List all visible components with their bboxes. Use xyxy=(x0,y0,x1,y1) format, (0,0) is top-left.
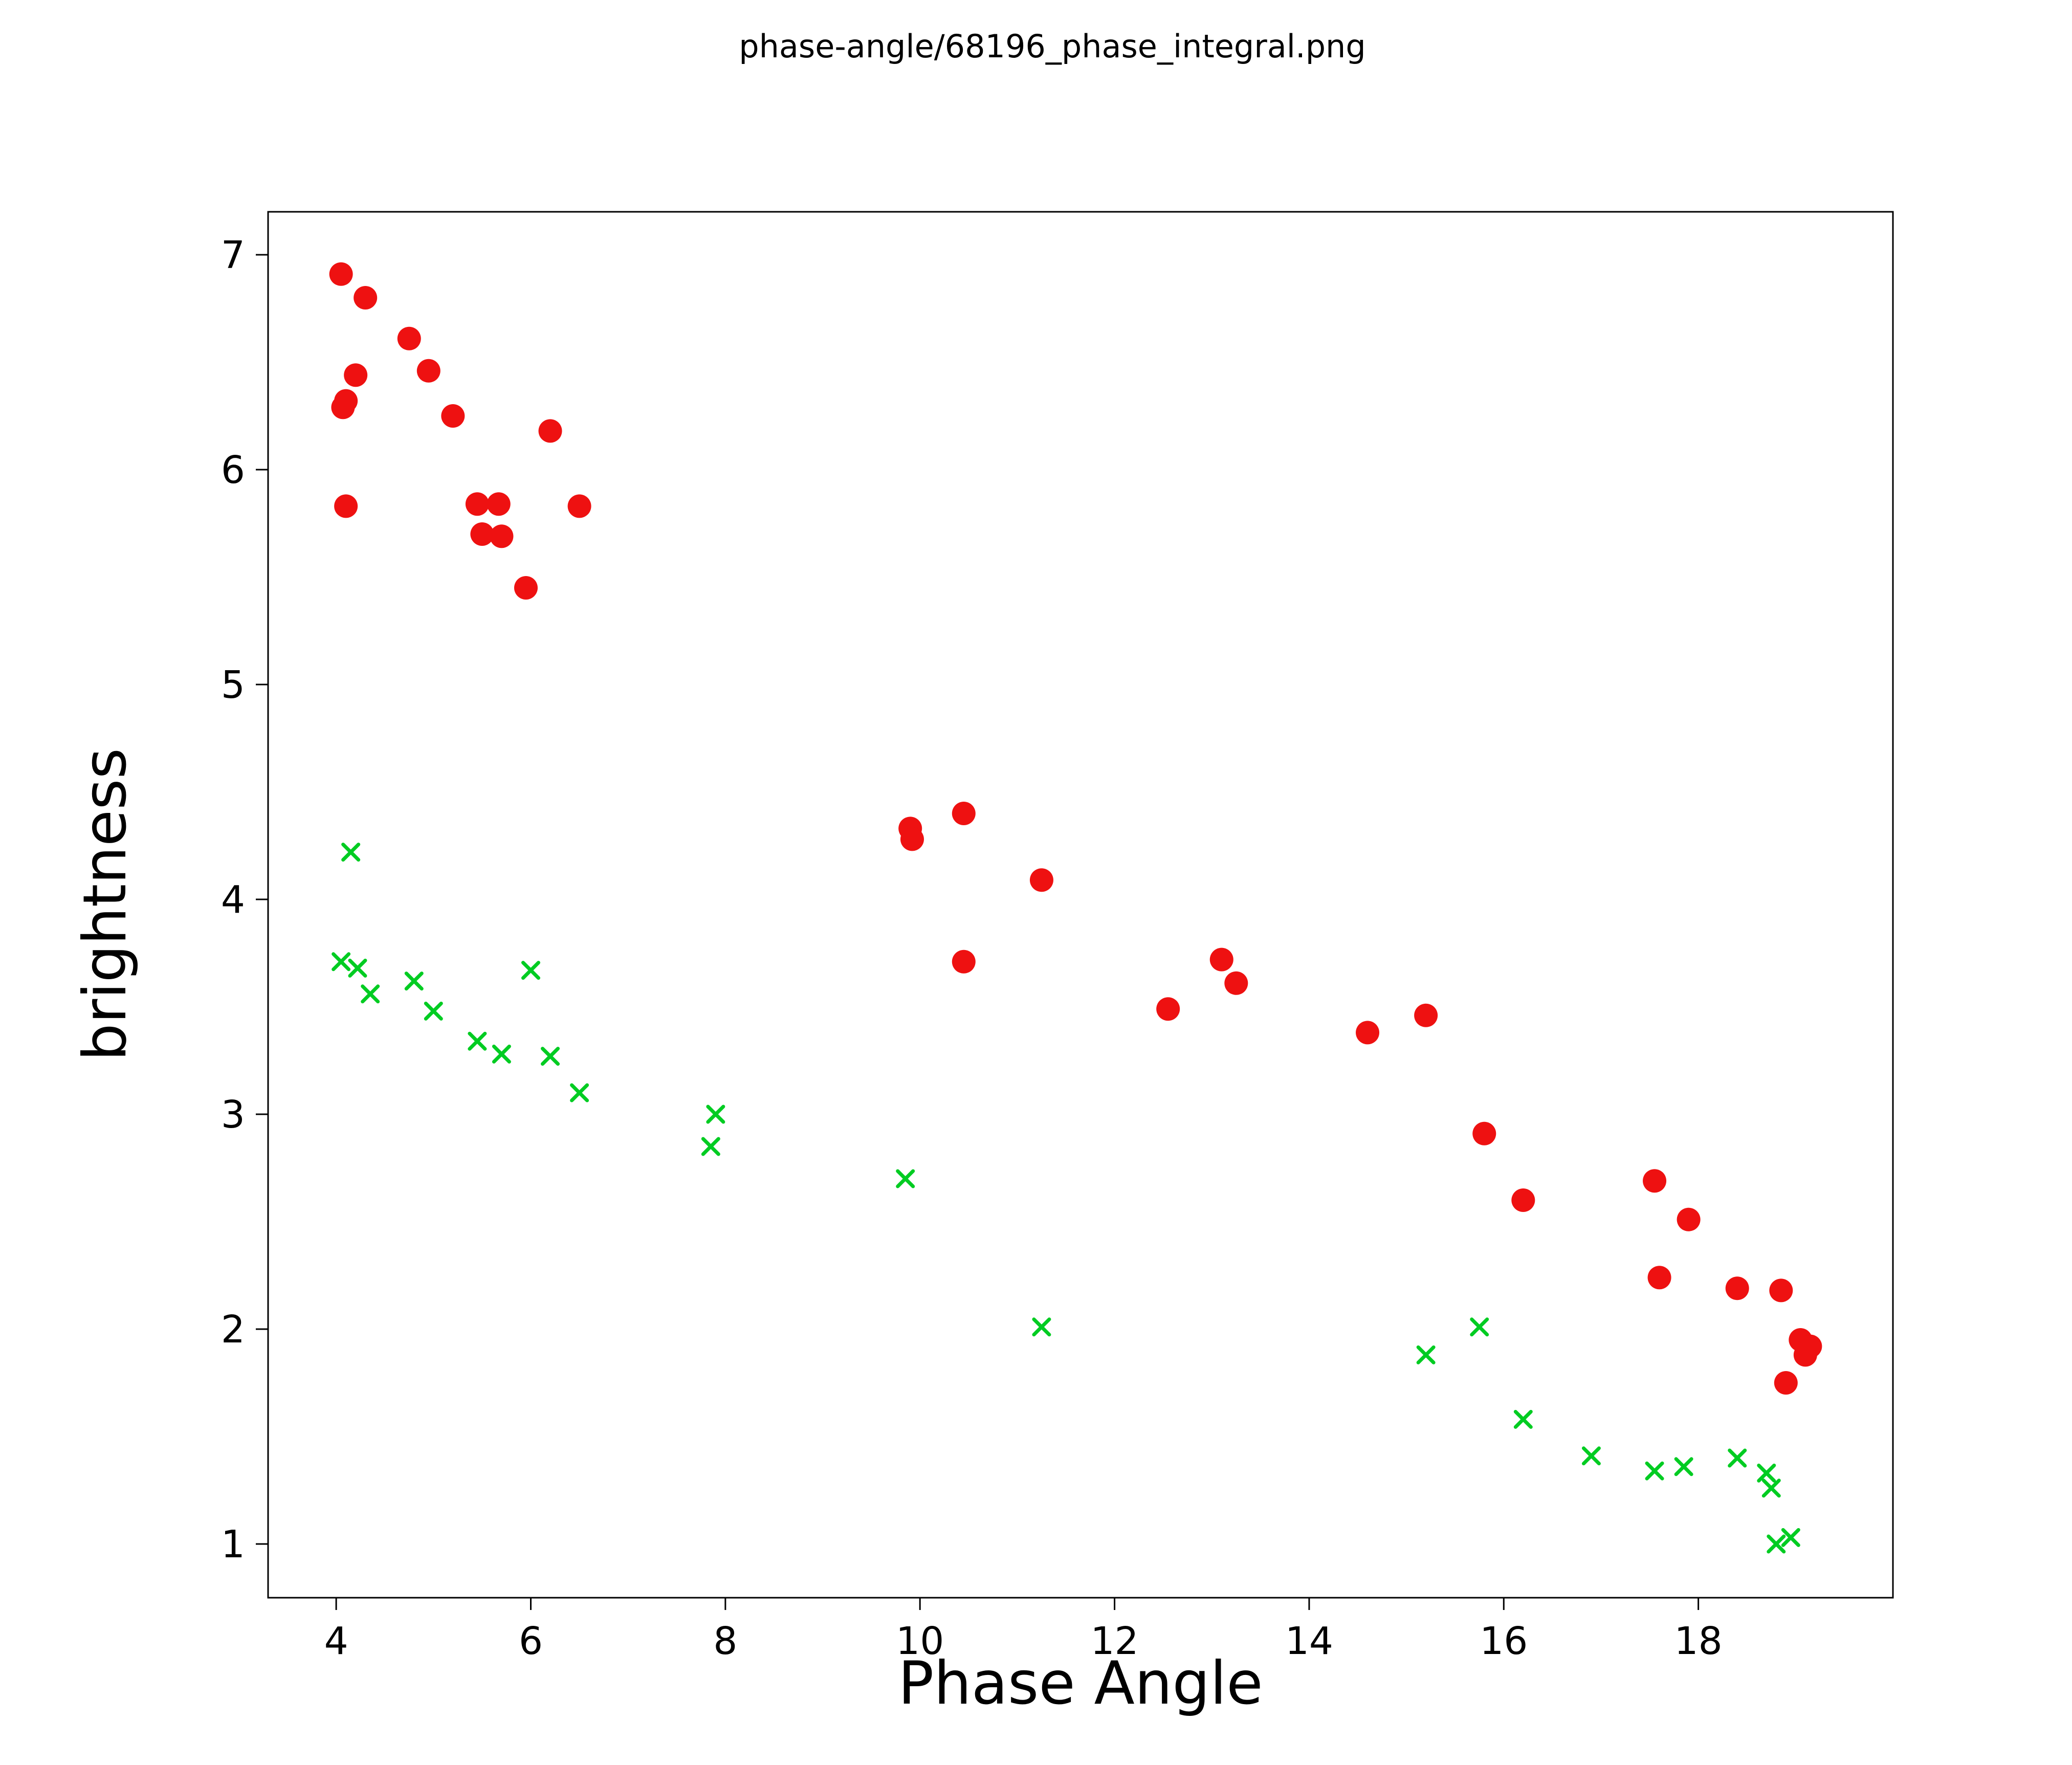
scatter-point-red-circles xyxy=(1677,1207,1701,1231)
scatter-point-green-crosses xyxy=(521,961,540,980)
scatter-point-red-circles xyxy=(1725,1276,1749,1300)
scatter-point-red-circles xyxy=(1769,1278,1793,1303)
scatter-point-red-circles xyxy=(465,492,489,516)
scatter-point-green-crosses xyxy=(701,1137,720,1156)
y-tick-label: 6 xyxy=(221,448,245,492)
scatter-point-red-circles xyxy=(1156,997,1180,1021)
y-tick-label: 3 xyxy=(221,1093,245,1137)
scatter-point-red-circles xyxy=(1793,1343,1817,1367)
y-tick-label: 4 xyxy=(221,878,245,922)
scatter-point-red-circles xyxy=(900,827,924,851)
x-tick-label: 18 xyxy=(1674,1619,1723,1663)
x-tick-label: 12 xyxy=(1090,1619,1138,1663)
y-tick-label: 7 xyxy=(221,233,245,277)
scatter-point-green-crosses xyxy=(341,843,361,862)
y-tick-label: 5 xyxy=(221,663,245,707)
scatter-point-red-circles xyxy=(470,522,494,546)
scatter-point-green-crosses xyxy=(332,952,351,972)
scatter-point-red-circles xyxy=(354,286,378,310)
scatter-point-green-crosses xyxy=(1416,1345,1436,1364)
scatter-point-green-crosses xyxy=(1728,1448,1747,1468)
scatter-point-red-circles xyxy=(1356,1021,1380,1045)
chart-title: phase-angle/68196_phase_integral.png xyxy=(739,28,1365,65)
scatter-point-red-circles xyxy=(334,494,358,518)
scatter-point-red-circles xyxy=(567,494,591,518)
scatter-point-red-circles xyxy=(331,395,355,420)
scatter-point-red-circles xyxy=(329,262,353,286)
x-tick-label: 14 xyxy=(1285,1619,1333,1663)
scatter-point-red-circles xyxy=(397,326,421,350)
scatter-point-red-circles xyxy=(344,363,368,387)
scatter-point-red-circles xyxy=(1029,868,1053,892)
scatter-point-red-circles xyxy=(1209,947,1233,972)
scatter-point-red-circles xyxy=(538,419,562,443)
scatter-point-red-circles xyxy=(1643,1169,1667,1193)
scatter-point-green-crosses xyxy=(1757,1463,1776,1483)
scatter-point-green-crosses xyxy=(492,1044,511,1064)
scatter-point-green-crosses xyxy=(1581,1446,1601,1466)
scatter-point-green-crosses xyxy=(570,1083,589,1102)
scatter-point-green-crosses xyxy=(424,1001,443,1021)
scatter-point-red-circles xyxy=(514,576,538,600)
series-red-circles xyxy=(329,262,1822,1395)
y-axis-label: brightness xyxy=(71,748,140,1061)
x-axis-ticks: 4 6 8 10 12 14 16 18 xyxy=(324,1598,1723,1663)
scatter-point-green-crosses xyxy=(541,1047,560,1066)
scatter-point-green-crosses xyxy=(468,1031,487,1051)
scatter-point-green-crosses xyxy=(1767,1534,1786,1554)
plot-border xyxy=(267,211,1894,1599)
scatter-point-red-circles xyxy=(490,524,514,548)
scatter-point-green-crosses xyxy=(706,1105,725,1124)
x-tick-label: 4 xyxy=(324,1619,348,1663)
scatter-point-green-crosses xyxy=(1470,1317,1489,1337)
scatter-point-red-circles xyxy=(416,359,440,383)
scatter-point-red-circles xyxy=(952,950,976,974)
x-tick-label: 16 xyxy=(1480,1619,1528,1663)
scatter-point-green-crosses xyxy=(1674,1457,1693,1476)
scatter-point-green-crosses xyxy=(1761,1479,1781,1498)
series-green-crosses xyxy=(332,843,1800,1554)
x-axis-label: Phase Angle xyxy=(898,1649,1263,1718)
scatter-point-red-circles xyxy=(487,492,511,516)
scatter-point-green-crosses xyxy=(1032,1317,1051,1337)
scatter-point-red-circles xyxy=(952,802,976,825)
y-tick-label: 2 xyxy=(221,1308,245,1352)
scatter-point-red-circles xyxy=(1774,1371,1798,1395)
x-tick-label: 6 xyxy=(519,1619,543,1663)
y-axis-ticks: 1 2 3 4 5 6 7 xyxy=(221,233,268,1567)
x-tick-label: 8 xyxy=(713,1619,737,1663)
scatter-point-green-crosses xyxy=(1781,1528,1800,1547)
y-tick-label: 1 xyxy=(221,1523,245,1567)
scatter-point-green-crosses xyxy=(1645,1461,1664,1481)
scatter-point-red-circles xyxy=(441,404,465,428)
scatter-point-green-crosses xyxy=(361,984,380,1004)
scatter-point-red-circles xyxy=(1224,971,1248,995)
scatter-point-green-crosses xyxy=(1513,1409,1533,1429)
scatter-point-green-crosses xyxy=(896,1169,915,1188)
scatter-point-red-circles xyxy=(1647,1266,1671,1290)
scatter-point-red-circles xyxy=(1511,1188,1535,1212)
x-tick-label: 10 xyxy=(896,1619,944,1663)
scatter-point-green-crosses xyxy=(404,972,424,991)
scatter-point-green-crosses xyxy=(348,958,367,978)
scatter-point-red-circles xyxy=(1472,1121,1496,1145)
scatter-point-red-circles xyxy=(1414,1003,1438,1027)
